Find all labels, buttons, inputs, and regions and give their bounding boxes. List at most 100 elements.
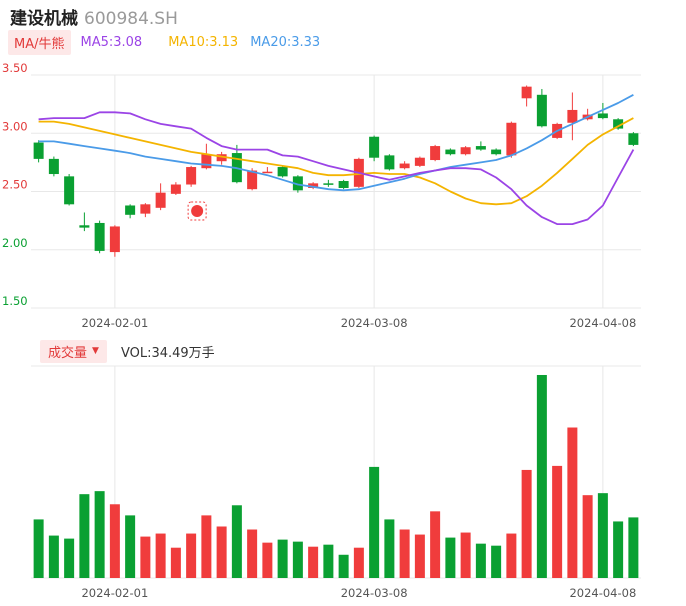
candle-body — [613, 119, 624, 129]
volume-bar — [338, 554, 349, 578]
ma10-line — [38, 117, 634, 206]
candle-body — [155, 192, 166, 208]
candle-body — [170, 184, 181, 194]
price-x-tick-label: 2024-02-01 — [81, 316, 148, 330]
candle-body — [247, 170, 258, 190]
ma-legend: MA/牛熊 MA5:3.08 MA10:3.13 MA20:3.33 — [8, 29, 321, 55]
candle-body — [491, 149, 502, 155]
candle-body — [64, 176, 75, 205]
volume-bar — [491, 545, 502, 578]
volume-bar — [33, 519, 44, 578]
candle-body — [597, 113, 608, 119]
volume-bar — [536, 374, 547, 578]
volume-bar — [109, 504, 120, 578]
volume-bar — [155, 533, 166, 578]
volume-bar — [369, 466, 380, 578]
volume-bar — [628, 517, 639, 578]
candle-body — [399, 163, 410, 169]
candle-body — [125, 205, 136, 215]
volume-bar — [567, 427, 578, 578]
price-x-tick-label: 2024-03-08 — [341, 316, 408, 330]
candle-body — [109, 226, 120, 253]
volume-bar — [597, 493, 608, 578]
volume-value: VOL:34.49万手 — [120, 345, 215, 361]
volume-x-tick-label: 2024-03-08 — [341, 586, 408, 600]
ma-toggle-button[interactable]: MA/牛熊 — [8, 29, 71, 55]
candle-body — [277, 167, 288, 177]
bull-marker-icon — [191, 204, 204, 217]
ma5-label: MA5:3.08 — [80, 34, 143, 50]
candle-body — [369, 136, 380, 158]
price-tick-label: 2.50 — [2, 178, 28, 192]
volume-legend: 成交量 ▼ VOL:34.49万手 — [40, 339, 215, 363]
volume-toggle-button[interactable]: 成交量 ▼ — [40, 339, 107, 363]
volume-bar — [353, 547, 364, 578]
candle-body — [186, 167, 197, 185]
candle-body — [414, 157, 425, 166]
ma5-line — [38, 111, 635, 226]
volume-toggle-label: 成交量 — [48, 345, 88, 361]
volume-bar — [201, 515, 212, 578]
candle-body — [48, 158, 59, 175]
volume-bar — [186, 533, 197, 578]
volume-bar — [308, 546, 319, 578]
candle-body — [79, 225, 90, 228]
volume-bar — [292, 541, 303, 578]
volume-bar — [79, 494, 90, 578]
candle-body — [536, 94, 547, 127]
volume-bar — [216, 526, 227, 578]
volume-bar — [94, 491, 105, 578]
candle-body — [430, 146, 441, 161]
volume-bar — [445, 537, 456, 578]
volume-x-tick-label: 2024-02-01 — [81, 586, 148, 600]
volume-bar — [384, 519, 395, 578]
candle-body — [628, 133, 639, 145]
candle-body — [216, 154, 227, 162]
price-x-tick-label: 2024-04-08 — [569, 316, 636, 330]
volume-bar — [414, 534, 425, 578]
price-tick-label: 2.00 — [2, 236, 28, 250]
candle-body — [567, 109, 578, 123]
volume-bar — [582, 495, 593, 578]
volume-bar — [277, 539, 288, 578]
volume-bar — [125, 515, 136, 578]
price-tick-label: 3.00 — [2, 119, 28, 133]
candle-body — [308, 183, 319, 189]
volume-x-tick-label: 2024-04-08 — [569, 586, 636, 600]
stock-code: 600984.SH — [84, 9, 178, 29]
candle-body — [140, 204, 151, 214]
candle-body — [292, 176, 303, 191]
candle-body — [475, 146, 486, 150]
candle-body — [323, 183, 334, 185]
candle-body — [94, 222, 105, 251]
price-tick-label: 3.50 — [2, 61, 28, 75]
volume-bar — [460, 532, 471, 578]
candle-body — [262, 171, 273, 174]
ma10-label: MA10:3.13 — [168, 34, 239, 50]
volume-bar — [475, 543, 486, 578]
candle-body — [521, 86, 532, 99]
candle-body — [445, 149, 456, 155]
stock-title: 建设机械 600984.SH — [10, 4, 178, 30]
volume-bar — [613, 521, 624, 578]
caret-down-icon: ▼ — [92, 346, 99, 356]
volume-bar — [231, 505, 242, 578]
ma20-label: MA20:3.33 — [250, 34, 321, 50]
candle-body — [201, 154, 212, 169]
stock-name: 建设机械 — [10, 9, 78, 29]
volume-bar — [399, 529, 410, 578]
volume-bar — [506, 533, 517, 578]
candle-body — [384, 155, 395, 170]
volume-bar — [262, 542, 273, 578]
volume-bar — [430, 511, 441, 578]
candle-body — [460, 147, 471, 155]
volume-bar — [323, 544, 334, 578]
candle-body — [33, 142, 44, 159]
volume-bar — [170, 547, 181, 578]
volume-bar — [247, 529, 258, 578]
volume-bar — [521, 469, 532, 578]
price-tick-label: 1.50 — [2, 294, 28, 308]
candle-body — [506, 122, 517, 156]
candle-body — [338, 181, 349, 189]
volume-bar — [552, 465, 563, 578]
